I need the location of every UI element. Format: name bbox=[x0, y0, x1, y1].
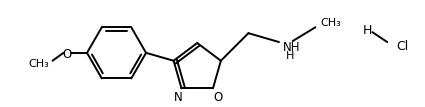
Text: NH: NH bbox=[283, 41, 300, 54]
Text: CH₃: CH₃ bbox=[320, 18, 341, 28]
Text: N: N bbox=[174, 91, 183, 104]
Text: Cl: Cl bbox=[396, 40, 408, 53]
Text: O: O bbox=[63, 48, 72, 61]
Text: CH₃: CH₃ bbox=[28, 59, 48, 69]
Text: O: O bbox=[213, 91, 223, 104]
Text: H: H bbox=[363, 24, 372, 37]
Text: H: H bbox=[286, 51, 294, 61]
